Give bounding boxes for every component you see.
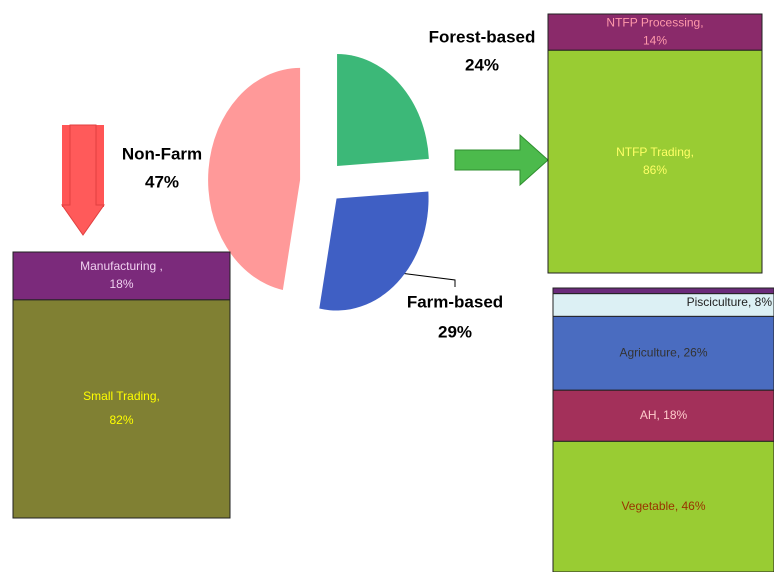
bar-segment (12, 251, 231, 301)
segment-value-label: 18% (109, 277, 133, 291)
pie-slice (319, 191, 429, 311)
bar-segment (547, 13, 763, 51)
pie-slice (208, 67, 301, 290)
slice-label: Farm-based (407, 292, 503, 311)
segment-label: NTFP Processing, (606, 15, 703, 29)
bar-segment (12, 299, 231, 519)
slice-value-label: 29% (438, 322, 472, 341)
right-arrow (454, 133, 549, 187)
segment-value-label: 86% (643, 163, 667, 177)
bar-segment (552, 389, 774, 442)
segment-value-label: 82% (109, 413, 133, 427)
segment-label: Small Trading, (83, 389, 160, 403)
slice-label: Forest-based (429, 27, 536, 46)
segment-label: AH, 18% (640, 408, 688, 422)
bar-segment (547, 49, 763, 274)
bar-segment (552, 440, 774, 572)
segment-label: Vegetable, 46% (621, 499, 705, 513)
slice-label: Non-Farm (122, 144, 202, 163)
slice-value-label: 24% (465, 55, 499, 74)
segment-label: Pisciculture, 8% (687, 295, 773, 309)
pie-slice (337, 53, 429, 166)
down-arrow-body (61, 124, 105, 236)
segment-label: Manufacturing , (80, 259, 163, 273)
segment-value-label: 14% (643, 33, 667, 47)
bar-segment (552, 315, 774, 391)
segment-label: NTFP Trading, (616, 145, 694, 159)
segment-label: Agriculture, 26% (619, 345, 707, 359)
leader-line (391, 271, 456, 287)
slice-value-label: 47% (145, 172, 179, 191)
